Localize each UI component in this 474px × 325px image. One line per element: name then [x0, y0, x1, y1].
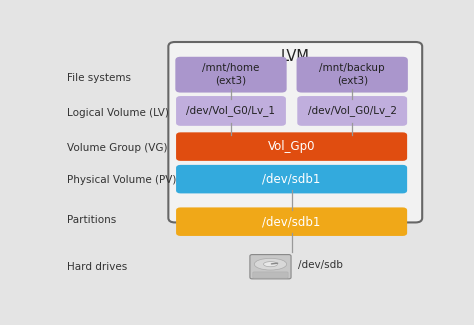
- FancyBboxPatch shape: [168, 42, 422, 222]
- FancyBboxPatch shape: [297, 96, 407, 126]
- Text: /mnt/home
(ext3): /mnt/home (ext3): [202, 63, 260, 86]
- FancyBboxPatch shape: [176, 96, 286, 126]
- Text: /dev/sdb1: /dev/sdb1: [263, 215, 321, 228]
- Text: /dev/sdb1: /dev/sdb1: [263, 173, 321, 186]
- Text: LVM: LVM: [281, 48, 310, 63]
- FancyBboxPatch shape: [297, 57, 408, 93]
- Text: Vol_Gp0: Vol_Gp0: [268, 140, 315, 153]
- FancyBboxPatch shape: [250, 254, 291, 279]
- Text: Physical Volume (PV): Physical Volume (PV): [66, 176, 176, 185]
- FancyBboxPatch shape: [176, 132, 407, 161]
- FancyBboxPatch shape: [253, 272, 288, 278]
- FancyBboxPatch shape: [175, 57, 287, 93]
- Text: /mnt/backup
(ext3): /mnt/backup (ext3): [319, 63, 385, 86]
- Ellipse shape: [264, 262, 277, 267]
- Text: Volume Group (VG): Volume Group (VG): [66, 143, 167, 153]
- Text: Partitions: Partitions: [66, 215, 116, 226]
- FancyBboxPatch shape: [176, 207, 407, 236]
- Text: Logical Volume (LV): Logical Volume (LV): [66, 108, 168, 118]
- Text: /dev/Vol_G0/Lv_1: /dev/Vol_G0/Lv_1: [186, 106, 275, 116]
- FancyBboxPatch shape: [176, 165, 407, 193]
- Text: Hard drives: Hard drives: [66, 262, 127, 272]
- Text: /dev/sdb: /dev/sdb: [298, 260, 343, 270]
- Ellipse shape: [255, 258, 287, 270]
- Text: File systems: File systems: [66, 73, 131, 83]
- Text: /dev/Vol_G0/Lv_2: /dev/Vol_G0/Lv_2: [308, 106, 397, 116]
